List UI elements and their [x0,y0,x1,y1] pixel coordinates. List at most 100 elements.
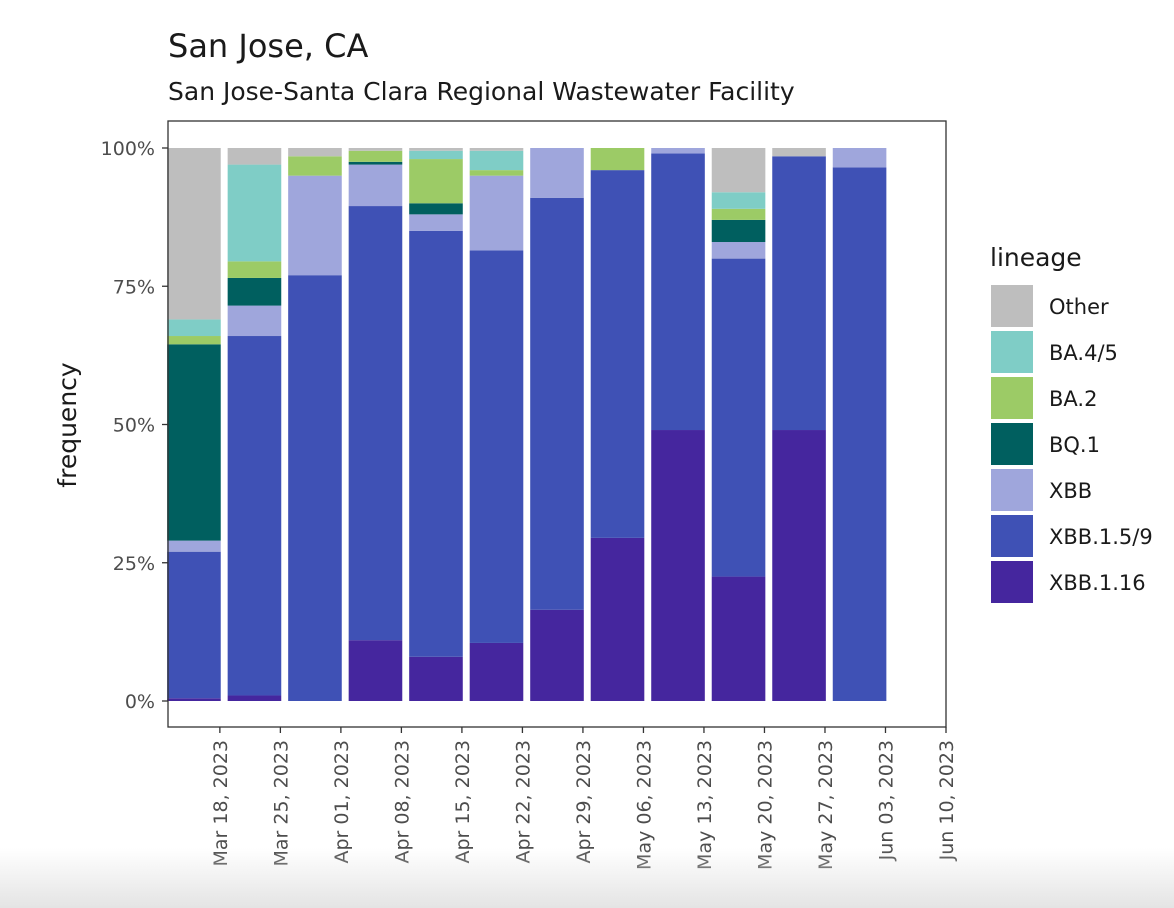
bar-segment-xbb [409,214,463,231]
bar-segment-other [409,148,463,151]
bar-segment-other [288,148,342,157]
bar-segment-xbb-1-16 [409,656,463,701]
legend-item-xbb-1-16: XBB.1.16 [991,561,1146,603]
bar-segment-xbb-1-5-9 [832,167,887,702]
bar-segment-xbb-1-5-9 [772,156,826,431]
legend-label: Other [1049,295,1109,319]
bar-segment-xbb-1-5-9 [590,170,645,538]
bar-segment-xbb-1-5-9 [288,275,342,701]
bar-segment-xbb-1-16 [772,430,826,701]
bar-segment-xbb [288,175,342,276]
legend-item-xbb-1-5-9: XBB.1.5/9 [991,515,1153,557]
bar-segment-other [167,148,221,320]
bar-segment-xbb-1-5-9 [651,153,705,431]
bar-group [469,148,524,701]
legend-item-bq-1: BQ.1 [991,423,1100,465]
x-axis: Mar 18, 2023 Mar 25, 2023 Apr 01, 2023 Apr … [210,727,958,870]
x-tick-label: Mar 18, 2023 [210,740,232,867]
legend-label: XBB [1049,479,1092,503]
legend-label: XBB.1.16 [1049,571,1146,595]
bar-segment-other [711,148,766,193]
x-tick-label: Apr 01, 2023 [331,740,353,864]
bar-segment-bq-1 [711,219,766,243]
y-tick-label: 100% [101,138,155,160]
legend-item-ba-4-5: BA.4/5 [991,331,1118,373]
legend-swatch [991,469,1033,511]
bar-segment-ba-2 [409,159,463,204]
bar-segment-ba-2 [288,156,342,176]
bar-segment-xbb-1-5-9 [167,551,221,699]
y-tick-label: 0% [125,691,155,713]
bar-segment-xbb-1-16 [651,430,705,701]
bar-segment-other [227,148,282,165]
bar-group [348,148,403,701]
bars-layer [167,148,887,702]
legend-title: lineage [990,243,1082,272]
chart-title: San Jose, CA [168,27,368,65]
bar-segment-xbb-1-5-9 [530,197,584,610]
x-tick-label: Mar 25, 2023 [270,740,292,867]
x-tick-label: Jun 10, 2023 [936,740,958,861]
bar-segment-ba-4-5 [409,150,463,160]
y-tick-label: 50% [113,415,155,437]
legend-label: BA.2 [1049,387,1097,411]
legend-item-xbb: XBB [991,469,1092,511]
bar-segment-xbb-1-5-9 [469,250,524,643]
bar-segment-xbb [530,148,584,198]
x-tick-label: May 20, 2023 [754,740,776,870]
x-tick-label: Apr 22, 2023 [512,740,534,864]
bar-segment-bq-1 [167,344,221,541]
bar-group [711,148,766,701]
bar-segment-ba-2 [469,170,524,176]
bar-segment-xbb [651,148,705,154]
y-tick-label: 25% [113,553,155,575]
x-tick-label: Apr 15, 2023 [452,740,474,864]
bar-segment-xbb-1-16 [167,698,221,701]
bar-segment-xbb [711,242,766,259]
bar-group [772,148,826,701]
bar-segment-ba-2 [348,150,403,162]
bar-segment-other [772,148,826,157]
bar-segment-bq-1 [348,161,403,165]
bar-segment-other [469,148,524,151]
bar-segment-xbb [469,175,524,251]
bar-segment-ba-2 [590,148,645,171]
bar-segment-ba-4-5 [711,192,766,209]
bar-segment-xbb-1-16 [469,642,524,701]
x-tick-label: May 13, 2023 [694,740,716,870]
bar-segment-xbb [167,540,221,552]
bar-group [832,148,887,702]
bar-segment-ba-2 [711,208,766,220]
bar-segment-xbb [227,305,282,337]
bar-segment-ba-4-5 [167,319,221,337]
bar-segment-xbb-1-16 [530,609,584,701]
bar-segment-xbb-1-16 [590,537,645,701]
bar-segment-xbb [348,164,403,207]
bar-group [409,148,463,701]
bar-segment-xbb-1-16 [227,695,282,701]
x-tick-label: May 27, 2023 [815,740,837,870]
bar-segment-bq-1 [409,203,463,215]
legend-swatch [991,331,1033,373]
bar-segment-xbb-1-5-9 [409,230,463,657]
bar-group [288,148,342,701]
bar-group [167,148,221,701]
legend-swatch [991,377,1033,419]
y-tick-label: 75% [113,276,155,298]
legend-label: BA.4/5 [1049,341,1118,365]
bar-segment-other [348,148,403,151]
legend-swatch [991,515,1033,557]
bar-group [651,148,705,701]
x-tick-label: Apr 29, 2023 [573,740,595,864]
bar-segment-ba-2 [167,336,221,345]
legend: Other BA.4/5 BA.2 BQ.1 XBB XBB.1.5/9 XBB.1.16 [991,285,1153,603]
legend-label: BQ.1 [1049,433,1100,457]
x-tick-label: Apr 08, 2023 [391,740,413,864]
bar-group [590,148,645,701]
bar-group [227,148,282,701]
bar-segment-xbb-1-16 [348,640,403,701]
legend-swatch [991,423,1033,465]
legend-item-other: Other [991,285,1109,327]
legend-swatch [991,561,1033,603]
